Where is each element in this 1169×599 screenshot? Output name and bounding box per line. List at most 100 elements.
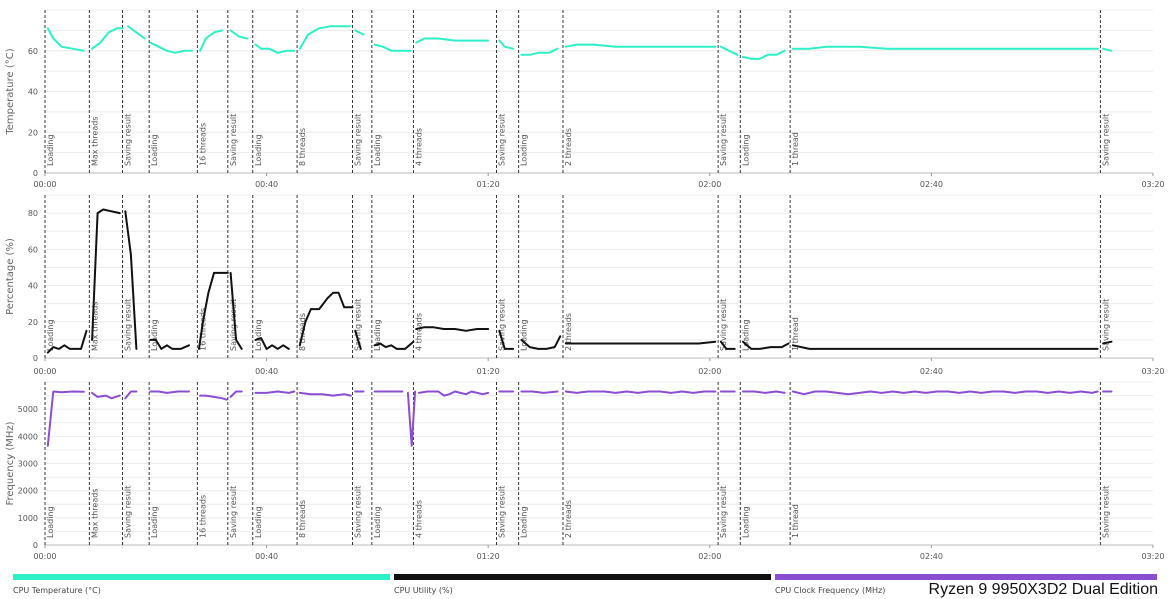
chart-panel-1: 0 20 40 60 00:00 00:40 01:20 02:00 02:40 03:20 Tem… bbox=[5, 9, 1165, 189]
x-tick-label: 02:40 bbox=[920, 552, 943, 561]
phase-label: Saving result bbox=[229, 486, 238, 538]
series-line bbox=[46, 329, 88, 354]
legend-swatch bbox=[13, 574, 390, 580]
phase-label: Loading bbox=[373, 506, 382, 538]
x-tick-label: 01:20 bbox=[477, 552, 500, 561]
y-tick-label: 0 bbox=[33, 354, 38, 363]
series-line bbox=[199, 29, 224, 52]
series-line bbox=[742, 340, 790, 350]
series-line bbox=[791, 390, 1099, 396]
series-line bbox=[564, 390, 717, 394]
x-tick-label: 02:40 bbox=[920, 367, 943, 376]
x-tick-label: 01:20 bbox=[477, 180, 500, 189]
series-line bbox=[1102, 340, 1113, 345]
series-line bbox=[149, 41, 193, 54]
series-line bbox=[719, 45, 739, 56]
y-tick-label: 1000 bbox=[18, 514, 38, 523]
y-tick-label: 2000 bbox=[18, 487, 38, 496]
phase-label: Loading bbox=[373, 319, 382, 351]
legend-entry: CPU Clock Frequency (MHz) bbox=[775, 586, 885, 595]
phase-label: Saving result bbox=[1101, 299, 1110, 351]
phase-label: Loading bbox=[46, 319, 55, 351]
phase-label: 2 threads bbox=[564, 500, 573, 538]
series-line bbox=[46, 390, 85, 447]
series-line bbox=[373, 43, 412, 52]
x-tick-label: 00:00 bbox=[33, 180, 56, 189]
phase-label: 16 threads bbox=[198, 308, 207, 351]
series-line bbox=[415, 326, 490, 332]
series-line bbox=[229, 390, 243, 398]
phase-label: Loading bbox=[520, 506, 529, 538]
x-tick-label: 02:40 bbox=[920, 180, 943, 189]
phase-label: Saving result bbox=[353, 486, 362, 538]
phase-label: Saving result bbox=[229, 299, 238, 351]
phase-label: Saving result bbox=[124, 114, 133, 166]
y-tick-label: 60 bbox=[28, 245, 38, 254]
phase-label: Saving result bbox=[353, 114, 362, 166]
y-tick-label: 5000 bbox=[18, 405, 38, 414]
y-axis-label: Frequency (MHz) bbox=[5, 421, 16, 505]
x-tick-label: 03:20 bbox=[1141, 180, 1164, 189]
phase-label: 16 threads bbox=[198, 495, 207, 538]
phase-label: Loading bbox=[150, 319, 159, 351]
phase-label: Saving result bbox=[498, 299, 507, 351]
chart-panel-3: 0 1000 2000 3000 4000 5000 00:00 00:40 01:20 02:0… bbox=[5, 381, 1165, 561]
product-label: Ryzen 9 9950X3D2 Dual Edition bbox=[929, 581, 1158, 598]
series-line bbox=[564, 43, 717, 48]
series-line bbox=[229, 29, 249, 40]
y-tick-label: 40 bbox=[28, 88, 38, 97]
y-tick-label: 20 bbox=[28, 128, 38, 137]
series-line bbox=[91, 27, 124, 50]
chart-panel-2: 0 20 40 60 80 00:00 00:40 01:20 02:00 02:40 03:20 P… bbox=[5, 194, 1165, 376]
series-line bbox=[498, 329, 515, 350]
phase-label: Loading bbox=[741, 134, 750, 166]
x-tick-label: 00:00 bbox=[33, 552, 56, 561]
y-tick-label: 0 bbox=[33, 169, 38, 178]
series-line bbox=[124, 390, 138, 400]
phase-label: Saving result bbox=[124, 486, 133, 538]
phase-label: 16 threads bbox=[198, 123, 207, 166]
series-line bbox=[46, 27, 85, 52]
phase-label: 8 threads bbox=[298, 128, 307, 166]
series-line bbox=[415, 37, 490, 44]
series-line bbox=[229, 271, 243, 350]
series-line bbox=[418, 390, 490, 397]
phase-label: 1 thread bbox=[791, 504, 800, 538]
x-tick-label: 00:40 bbox=[255, 367, 278, 376]
series-line bbox=[1102, 47, 1113, 52]
y-axis-label: Percentage (%) bbox=[5, 238, 16, 315]
phase-label: 4 threads bbox=[414, 128, 423, 166]
series-line bbox=[149, 390, 190, 394]
series-line bbox=[719, 340, 736, 350]
phase-label: Loading bbox=[254, 319, 263, 351]
series-line bbox=[254, 43, 296, 54]
phase-label: Loading bbox=[150, 506, 159, 538]
phase-label: 2 threads bbox=[564, 313, 573, 351]
phase-label: Saving result bbox=[1101, 486, 1110, 538]
phase-label: 1 thread bbox=[791, 132, 800, 166]
phase-label: Max threads bbox=[90, 117, 99, 166]
series-line bbox=[406, 390, 417, 447]
series-line bbox=[124, 210, 138, 350]
phase-label: Loading bbox=[254, 134, 263, 166]
phase-label: Saving result bbox=[229, 114, 238, 166]
series-line bbox=[742, 49, 786, 60]
phase-label: 1 thread bbox=[791, 317, 800, 351]
phase-label: Loading bbox=[373, 134, 382, 166]
x-tick-label: 00:00 bbox=[33, 367, 56, 376]
series-line bbox=[791, 45, 1099, 50]
series-line bbox=[298, 25, 351, 50]
phase-label: Max threads bbox=[90, 489, 99, 538]
series-line bbox=[520, 335, 562, 350]
phase-label: Saving result bbox=[498, 486, 507, 538]
phase-label: Loading bbox=[46, 134, 55, 166]
phase-label: Loading bbox=[741, 506, 750, 538]
phase-label: Saving result bbox=[498, 114, 507, 166]
phase-label: Saving result bbox=[353, 299, 362, 351]
phase-label: Loading bbox=[520, 319, 529, 351]
phase-label: Loading bbox=[46, 506, 55, 538]
legend-swatch bbox=[394, 574, 771, 580]
y-tick-label: 80 bbox=[28, 209, 38, 218]
y-tick-label: 40 bbox=[28, 282, 38, 291]
